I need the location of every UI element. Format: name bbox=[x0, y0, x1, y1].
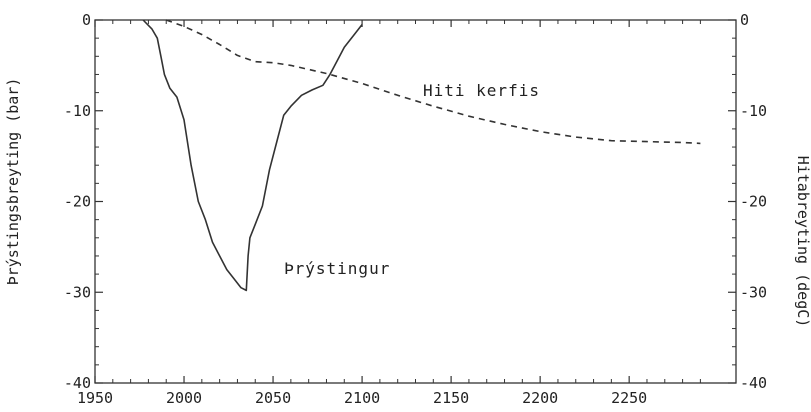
x-tick-label: 2050 bbox=[255, 389, 291, 407]
y-tick-label-left: 0 bbox=[82, 11, 91, 29]
y-axis-title-left: Þrýstingsbreyting (bar) bbox=[4, 78, 22, 286]
y-tick-label-left: -30 bbox=[64, 283, 91, 301]
plot-frame bbox=[94, 19, 737, 384]
annotation-hiti-kerfis: Hiti kerfis bbox=[423, 81, 540, 100]
x-tick-label: 2200 bbox=[522, 389, 558, 407]
x-tick-label: 1950 bbox=[77, 389, 113, 407]
x-tick-label: 2250 bbox=[611, 389, 647, 407]
x-tick-label: 2100 bbox=[344, 389, 380, 407]
series-lines bbox=[142, 19, 701, 292]
y-tick-label-right: 0 bbox=[740, 11, 749, 29]
y-tick-label-right: -20 bbox=[740, 193, 767, 211]
y-tick-label-right: -30 bbox=[740, 283, 767, 301]
y-tick-label-left: -20 bbox=[64, 193, 91, 211]
y-tick-label-left: -40 bbox=[64, 374, 91, 392]
y-axis-title-right: Hitabreyting (degC) bbox=[794, 156, 811, 328]
y-tick-label-left: -10 bbox=[64, 102, 91, 120]
x-tick-label: 2150 bbox=[433, 389, 469, 407]
x-axis-ticks: 1950 2000 2050 2100 2150 2200 2250 bbox=[77, 20, 737, 407]
series-line-thrystingur bbox=[142, 19, 363, 292]
y-tick-label-right: -10 bbox=[740, 102, 767, 120]
x-tick-label: 2000 bbox=[166, 389, 202, 407]
y-tick-label-right: -40 bbox=[740, 374, 767, 392]
plot-border bbox=[94, 19, 737, 384]
annotation-thrystingur: Þrýstingur bbox=[284, 259, 390, 278]
y-axis-ticks: 0 0 -10 -10 -20 -20 -30 -30 -40 -40 bbox=[64, 11, 767, 392]
